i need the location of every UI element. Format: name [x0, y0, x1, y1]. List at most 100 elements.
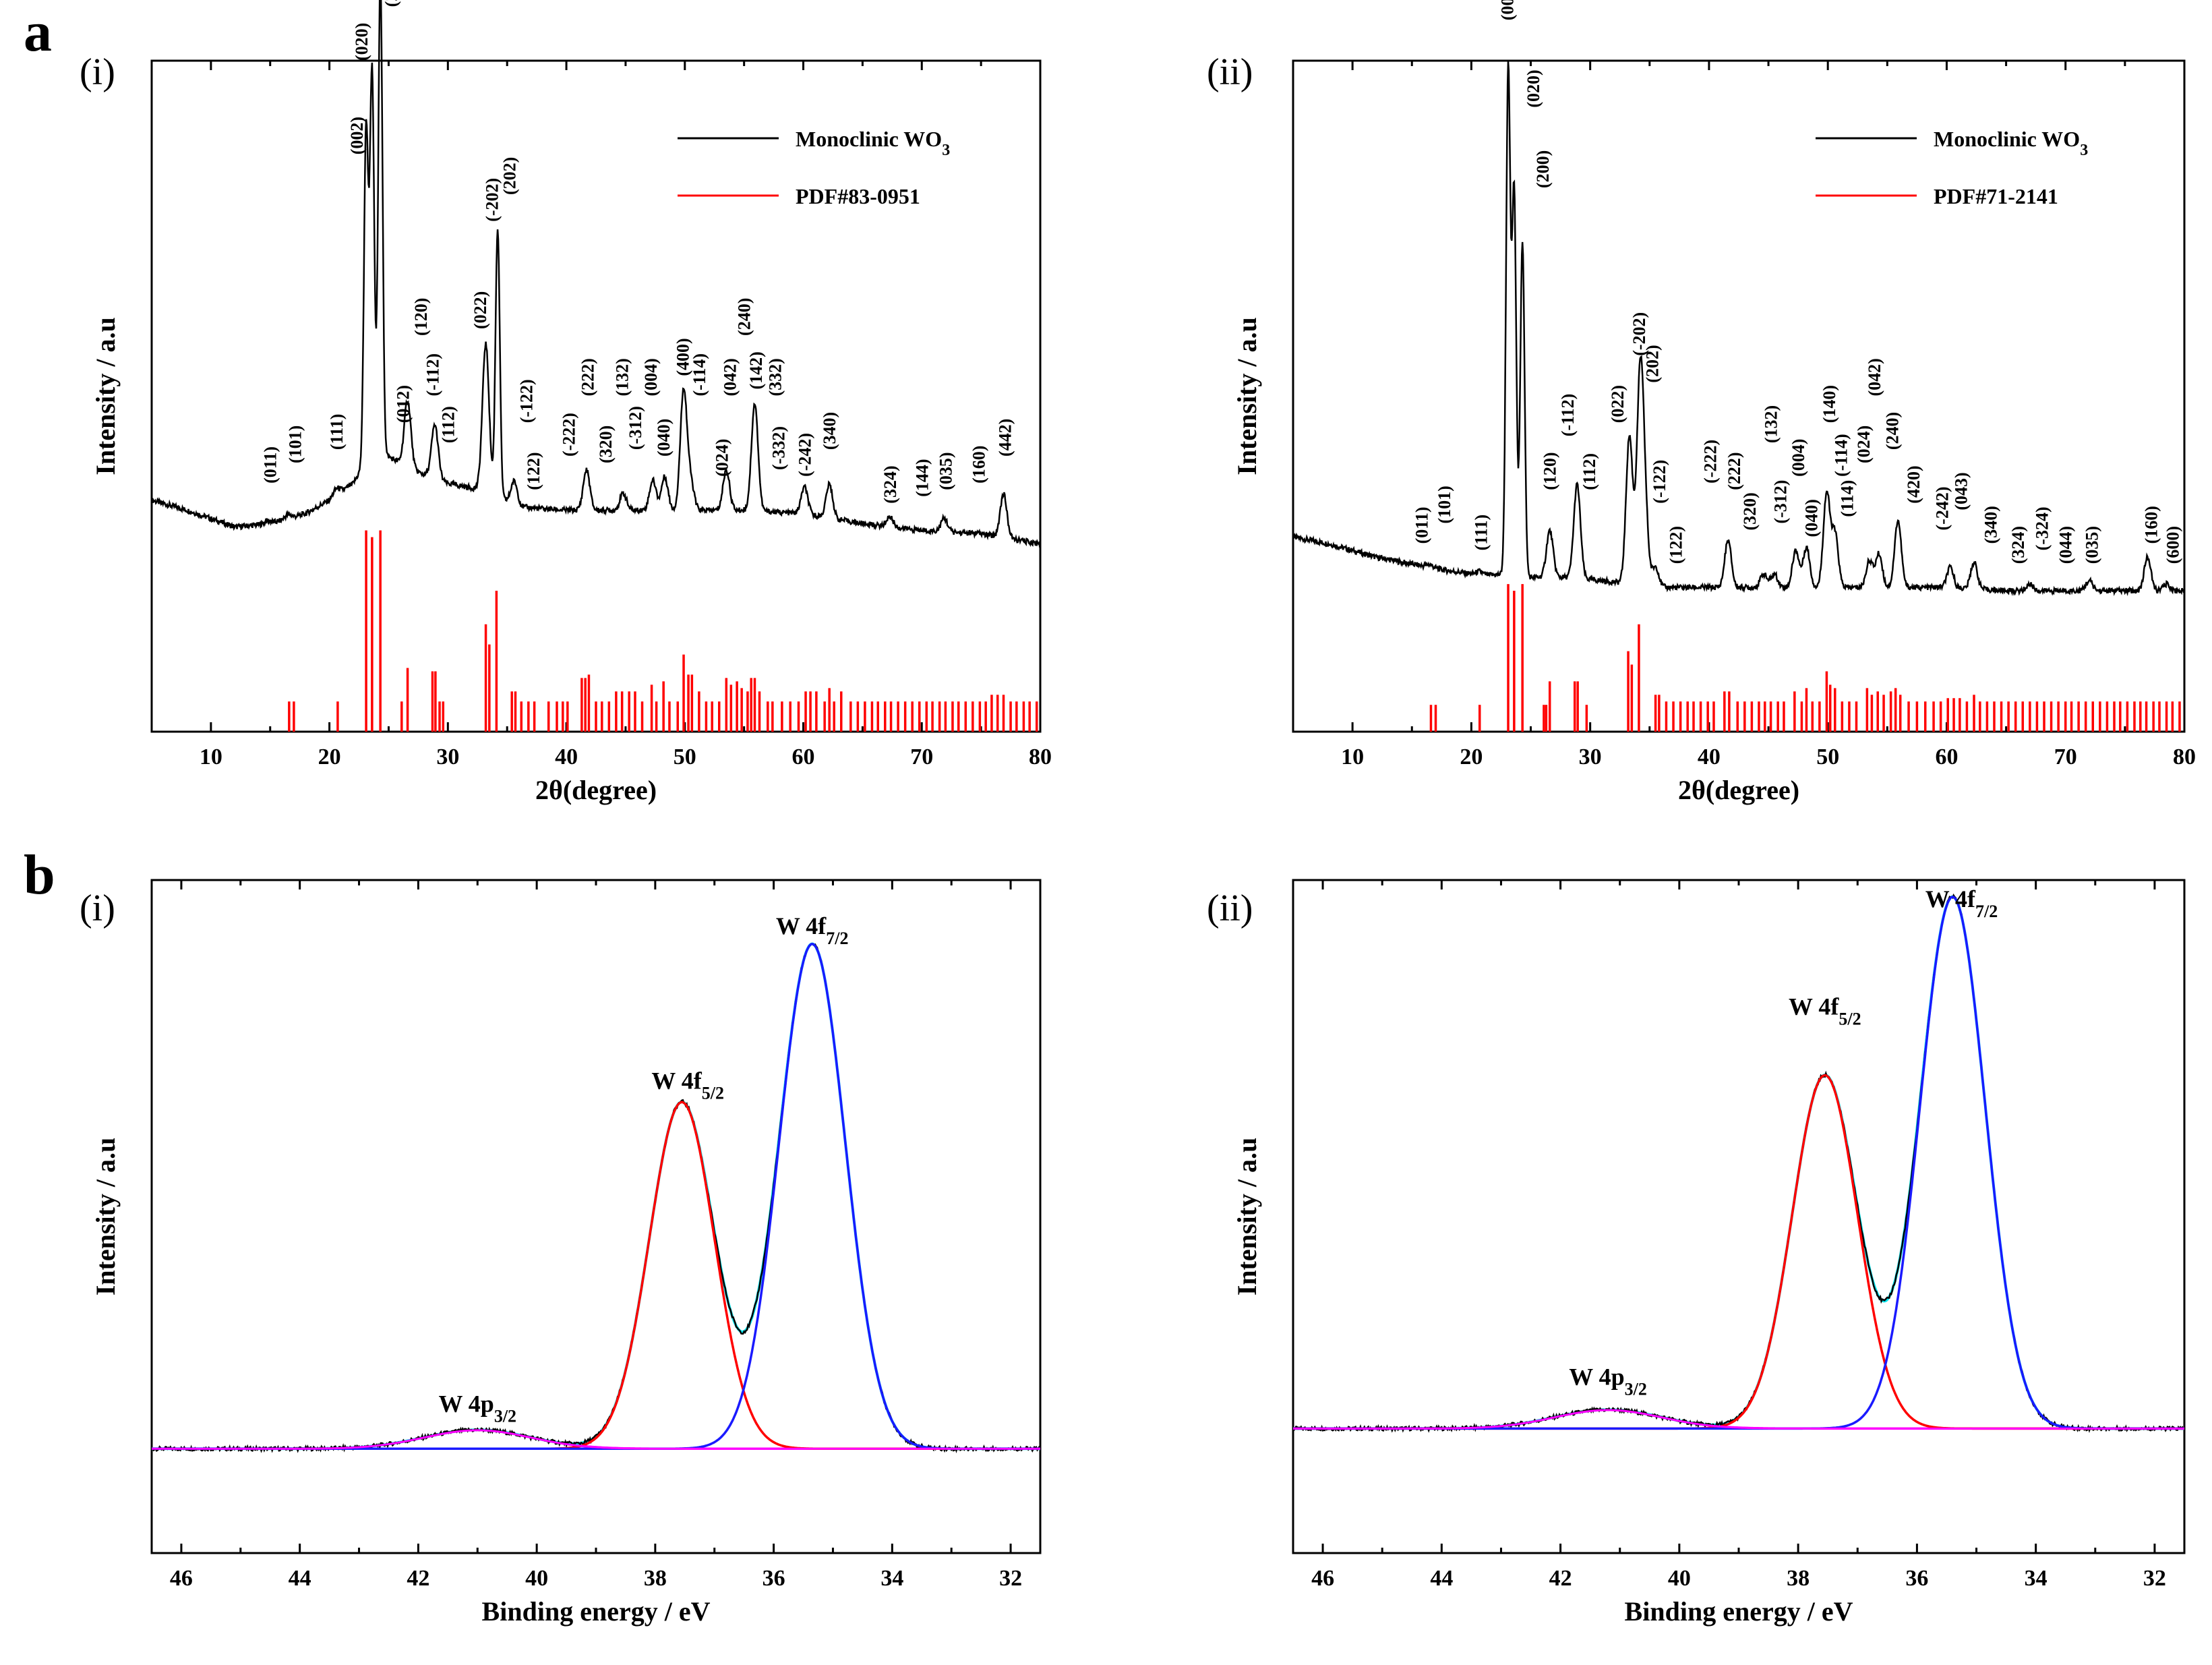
- peak-label: (320): [596, 426, 616, 463]
- peak-label: (600): [2163, 526, 2182, 564]
- peak-label: (-242): [795, 433, 814, 477]
- xps-chart-b-ii: 46 44 42 40 38 36 34 32 Binding energy / eV Inten…: [1232, 879, 2186, 1627]
- x-tick-label: 40: [1698, 744, 1721, 769]
- peak-label: (020): [352, 23, 371, 61]
- x-tick-label: 40: [1668, 1566, 1691, 1591]
- xps-peak-annotation: W 4p3/2: [438, 1390, 516, 1426]
- x-tick-label: 10: [200, 744, 222, 769]
- peak-label: (332): [765, 358, 785, 396]
- x-tick-label: 10: [1341, 744, 1364, 769]
- xps-annotation-subscript: 3/2: [494, 1406, 516, 1426]
- xps-chart-b-i: 46 44 42 40 38 36 34 32 Binding energy / eV Inten…: [90, 879, 1042, 1627]
- peak-label: (040): [654, 419, 674, 457]
- peak-label: (-312): [626, 406, 645, 450]
- peak-label: (114): [1837, 480, 1857, 517]
- x-tick-label: 46: [170, 1566, 193, 1591]
- x-tick-label: 30: [436, 744, 459, 769]
- x-tick-label: 50: [1816, 744, 1839, 769]
- peak-label: (202): [500, 157, 520, 195]
- x-tick-label: 70: [910, 744, 933, 769]
- peak-label: (324): [2008, 526, 2028, 564]
- xps-peak-annotation: W 4p3/2: [1569, 1364, 1647, 1399]
- peak-label: (043): [1952, 472, 1971, 510]
- peak-label: (024): [1854, 426, 1874, 463]
- peak-label: (022): [471, 291, 490, 329]
- peak-label: (-242): [1932, 487, 1952, 531]
- peak-label: (020): [1524, 69, 1543, 107]
- plot-frame: [1292, 59, 2186, 733]
- legend-label-measured: Monoclinic WO3: [796, 127, 950, 159]
- peak-label: (-222): [560, 413, 579, 457]
- peak-label: (042): [721, 358, 740, 396]
- x-tick-label: 60: [1935, 744, 1958, 769]
- peak-label: (140): [1820, 385, 1839, 423]
- peak-label: (-112): [423, 353, 442, 397]
- peak-label: (-222): [1701, 440, 1721, 484]
- xps-annotation-subscript: 7/2: [1975, 901, 1998, 921]
- peak-label: (120): [411, 298, 431, 336]
- peak-label: (400): [673, 338, 692, 376]
- xrd-pattern-line: [1292, 61, 2186, 596]
- xps-raw-data-line: [151, 943, 1041, 1454]
- x-tick-label: 30: [1579, 744, 1602, 769]
- x-tick-label: 34: [2025, 1566, 2047, 1591]
- y-axis-label: Intensity / a.u: [90, 1138, 121, 1296]
- x-axis-label: Binding energy / eV: [1625, 1596, 1853, 1627]
- x-tick-label: 36: [1905, 1566, 1928, 1591]
- peak-label: (240): [735, 298, 754, 336]
- y-axis-label: Intensity / a.u: [1232, 1138, 1262, 1296]
- peak-label: (035): [936, 452, 955, 490]
- xps-raw-data-line: [1292, 894, 2185, 1434]
- x-tick-label: 80: [1029, 744, 1052, 769]
- panel-letter-b: b: [24, 844, 55, 906]
- xrd-pattern-line: [150, 0, 1042, 550]
- peak-label: (004): [1789, 439, 1808, 477]
- peak-label: (122): [524, 452, 543, 490]
- peak-label: (-324): [2032, 506, 2052, 550]
- peak-label: (044): [2056, 526, 2076, 564]
- legend-subscript: 3: [942, 142, 950, 159]
- peak-label: (101): [1435, 486, 1454, 523]
- peak-label: (042): [1865, 358, 1884, 396]
- panel-letter-a: a: [24, 1, 52, 63]
- peak-label: (132): [613, 358, 632, 396]
- peak-label: (112): [1580, 453, 1599, 490]
- subpanel-label-b-ii: (ii): [1207, 887, 1253, 929]
- peak-label: (002): [347, 117, 367, 154]
- peak-label: (202): [1642, 345, 1662, 382]
- peak-label: (040): [1802, 499, 1822, 537]
- x-tick-label: 44: [289, 1566, 311, 1591]
- peak-label: (420): [1904, 465, 1923, 503]
- x-tick-label: 34: [880, 1566, 903, 1591]
- x-tick-label: 32: [999, 1566, 1022, 1591]
- x-tick-label: 50: [674, 744, 696, 769]
- peak-label: (011): [1412, 507, 1431, 544]
- x-tick-label: 60: [792, 744, 815, 769]
- peak-label: (120): [1541, 452, 1560, 490]
- peak-label: (111): [327, 414, 347, 450]
- xps-fit-4f5-2: [152, 1101, 1040, 1451]
- x-tick-label: 44: [1430, 1566, 1453, 1591]
- plot-frame: [150, 879, 1042, 1554]
- peak-label: (-312): [1771, 480, 1791, 524]
- peak-label: (442): [995, 419, 1015, 457]
- xps-annotation-subscript: 5/2: [1839, 1009, 1861, 1028]
- x-tick-label: 42: [407, 1566, 429, 1591]
- plot-frame: [1292, 879, 2186, 1554]
- x-axis-label: 2θ(degree): [1678, 775, 1799, 805]
- x-tick-label: 20: [318, 744, 341, 769]
- peak-label: (340): [820, 412, 839, 450]
- x-tick-label: 70: [2054, 744, 2077, 769]
- peak-label: (340): [1981, 506, 2001, 544]
- xps-peak-annotation: W 4f5/2: [651, 1067, 724, 1103]
- peak-label: (022): [1608, 385, 1627, 423]
- peak-label: (002): [1497, 0, 1517, 20]
- peak-label: (-122): [1650, 460, 1669, 504]
- xps-peak-annotation: W 4f7/2: [776, 912, 849, 948]
- legend-label-measured: Monoclinic WO3: [1934, 127, 2088, 159]
- x-tick-label: 36: [763, 1566, 785, 1591]
- y-axis-label: Intensity / a.u: [90, 317, 121, 475]
- xps-annotation-subscript: 3/2: [1625, 1379, 1647, 1399]
- subpanel-label-a-i: (i): [80, 51, 115, 93]
